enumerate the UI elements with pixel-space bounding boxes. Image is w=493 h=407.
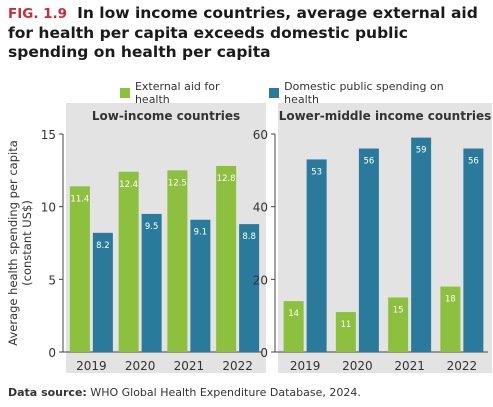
source-label: Data source:: [8, 386, 87, 399]
y-tick-label: 10: [41, 201, 56, 215]
panel-title-1: Low-income countries: [92, 109, 240, 123]
bar-domestic: [141, 213, 162, 352]
data-label: 12.4: [119, 180, 138, 190]
data-label: 14: [288, 309, 299, 319]
x-tick-label: 2020: [342, 359, 373, 373]
bar-domestic: [190, 219, 211, 352]
data-label: 9.1: [194, 228, 208, 238]
x-tick-label: 2019: [290, 359, 321, 373]
bar-external: [69, 186, 90, 352]
bar-external: [216, 165, 237, 352]
title-text: In low income countries, average externa…: [8, 4, 478, 61]
legend: External aid for health Domestic public …: [120, 80, 493, 106]
data-label: 53: [311, 167, 322, 177]
legend-swatch-domestic: [269, 88, 280, 98]
y-tick-label: 0: [48, 346, 56, 360]
y-tick-label: 40: [253, 201, 268, 215]
y-axis-label-line2: (constant US$): [20, 200, 34, 286]
y-axis-label: Average health spending per capita(const…: [6, 140, 34, 346]
y-tick-label: 5: [48, 273, 56, 287]
legend-item-external: External aid for health: [120, 80, 257, 106]
bar-domestic: [306, 159, 327, 352]
legend-label-domestic: Domestic public spending on health: [284, 80, 444, 106]
legend-swatch-external: [120, 88, 130, 98]
data-label: 11.4: [70, 194, 89, 204]
data-label: 9.5: [145, 222, 159, 232]
bar-domestic: [463, 148, 484, 352]
data-label: 12.8: [217, 174, 236, 184]
bar-external: [167, 170, 188, 352]
bar-domestic: [92, 232, 113, 352]
panel-title-2: Lower-middle income countries: [279, 109, 492, 123]
x-tick-label: 2022: [222, 359, 253, 373]
y-tick-label: 20: [253, 273, 268, 287]
x-tick-label: 2019: [76, 359, 107, 373]
data-label: 12.5: [168, 178, 187, 188]
data-label: 56: [363, 157, 374, 167]
y-axis-label-line1: Average health spending per capita: [6, 140, 20, 346]
figure-label: FIG. 1.9: [8, 6, 68, 22]
x-tick-label: 2022: [447, 359, 478, 373]
bar-external: [335, 312, 356, 352]
y-tick-label: 0: [260, 346, 268, 360]
data-label: 8.8: [242, 232, 256, 242]
data-label: 56: [468, 157, 479, 167]
data-source: Data source: WHO Global Health Expenditu…: [8, 386, 361, 399]
bar-external: [283, 301, 304, 352]
bar-domestic: [358, 148, 379, 352]
legend-label-external: External aid for health: [134, 80, 220, 106]
bar-domestic: [239, 224, 260, 352]
bar-external: [388, 297, 409, 352]
bar-external: [440, 286, 461, 352]
data-label: 59: [416, 146, 427, 156]
legend-item-domestic: Domestic public spending on health: [269, 80, 481, 106]
chart-title: FIG. 1.9 In low income countries, average…: [8, 4, 488, 62]
y-tick-label: 60: [253, 128, 268, 142]
x-tick-label: 2021: [394, 359, 425, 373]
x-tick-label: 2021: [174, 359, 205, 373]
data-label: 8.2: [96, 241, 110, 251]
data-label: 11: [340, 320, 351, 330]
bar-external: [118, 171, 139, 352]
data-label: 15: [393, 306, 404, 316]
bar-domestic: [411, 137, 432, 352]
source-text: WHO Global Health Expenditure Database, …: [90, 386, 361, 399]
x-tick-label: 2020: [125, 359, 156, 373]
y-tick-label: 15: [41, 128, 56, 142]
data-label: 18: [445, 295, 456, 305]
